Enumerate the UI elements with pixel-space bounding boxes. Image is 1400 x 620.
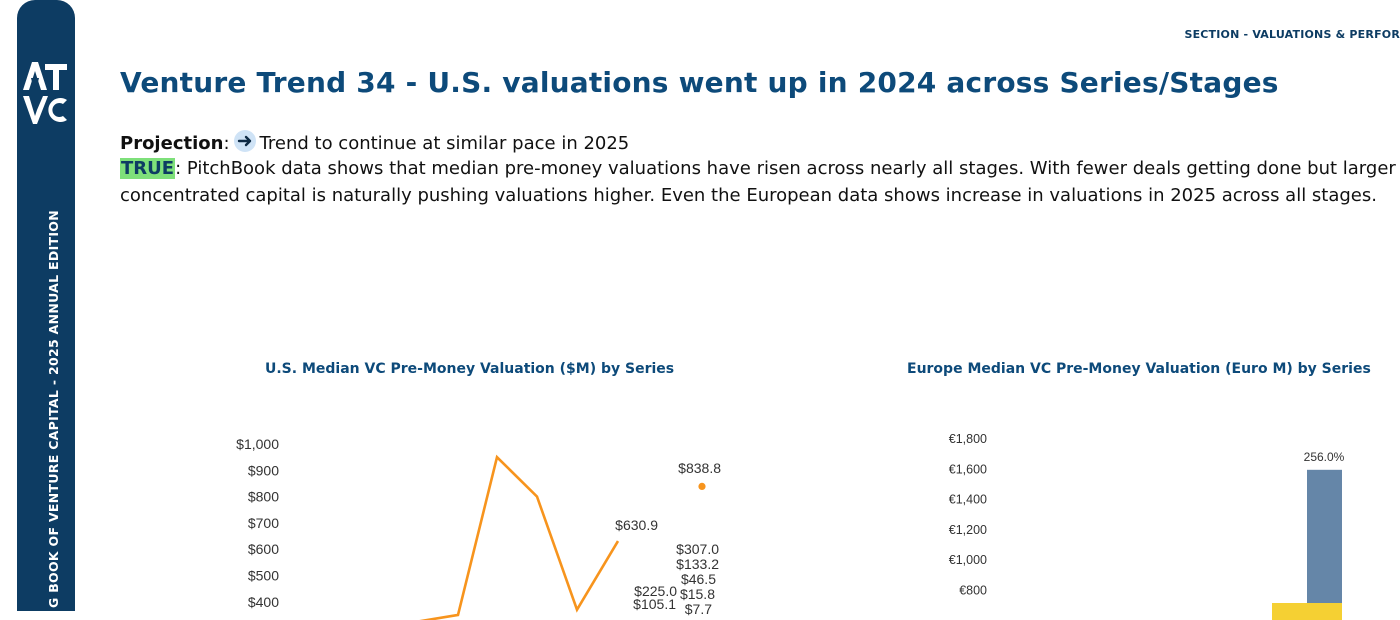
us-highlight-point [698,483,705,490]
us-data-label: $133.2 [676,556,719,572]
us-chart-title: U.S. Median VC Pre-Money Valuation ($M) … [265,361,674,377]
y-tick-label: $600 [248,541,279,557]
y-tick-label: $500 [248,568,279,584]
y-tick-label: €1,200 [949,523,987,537]
projection-line: Projection: Trend to continue at similar … [120,130,629,154]
page-title: Venture Trend 34 - U.S. valuations went … [120,66,1279,99]
eu-bar-label: 256.0% [1304,450,1345,464]
atvc-logo [21,60,69,126]
arrow-right-icon [234,130,256,152]
verdict-line-1: TRUE: PitchBook data shows that median p… [120,158,1400,179]
verdict-line-2: concentrated capital is naturally pushin… [120,185,1377,206]
us-valuation-chart: $1,000 $900 $800 $700 $600 $500 $400 $838.8 $630… [200,420,760,620]
us-data-label: $307.0 [676,541,719,557]
us-data-label: $7.7 [685,601,712,617]
verdict-text-1: PitchBook data shows that median pre-mon… [187,158,1400,179]
projection-separator: : [223,133,229,154]
eu-bar-stack-yellow [1272,603,1342,620]
verdict-separator: : [175,158,181,179]
y-tick-label: €1,000 [949,553,987,567]
projection-text: Trend to continue at similar pace in 202… [260,133,630,154]
y-tick-label: €1,800 [949,432,987,446]
section-label: SECTION - VALUATIONS & PERFOR [1184,28,1400,41]
y-tick-label: $900 [248,462,279,478]
true-badge: TRUE [120,158,175,179]
us-series-line [410,457,618,620]
y-tick-label: €800 [959,584,987,598]
y-tick-label: €1,600 [949,462,987,476]
y-tick-label: $1,000 [236,436,279,452]
us-point-label: $838.8 [678,460,721,476]
us-data-label: $105.1 [633,596,676,612]
us-data-label: $15.8 [680,586,715,602]
us-data-label: $46.5 [681,571,716,587]
projection-label: Projection [120,133,223,154]
eu-chart-title: Europe Median VC Pre-Money Valuation (Eu… [907,361,1371,377]
eu-valuation-chart: €1,800 €1,600 €1,400 €1,200 €1,000 €800 256.0% [900,420,1400,620]
eu-bar [1307,470,1342,620]
us-data-label: $630.9 [615,517,658,533]
sidebar-vertical-title: G BOOK OF VENTURE CAPITAL - 2025 ANNUAL … [46,210,61,608]
y-tick-label: $400 [248,594,279,610]
y-tick-label: €1,400 [949,493,987,507]
y-tick-label: $700 [248,515,279,531]
y-tick-label: $800 [248,489,279,505]
